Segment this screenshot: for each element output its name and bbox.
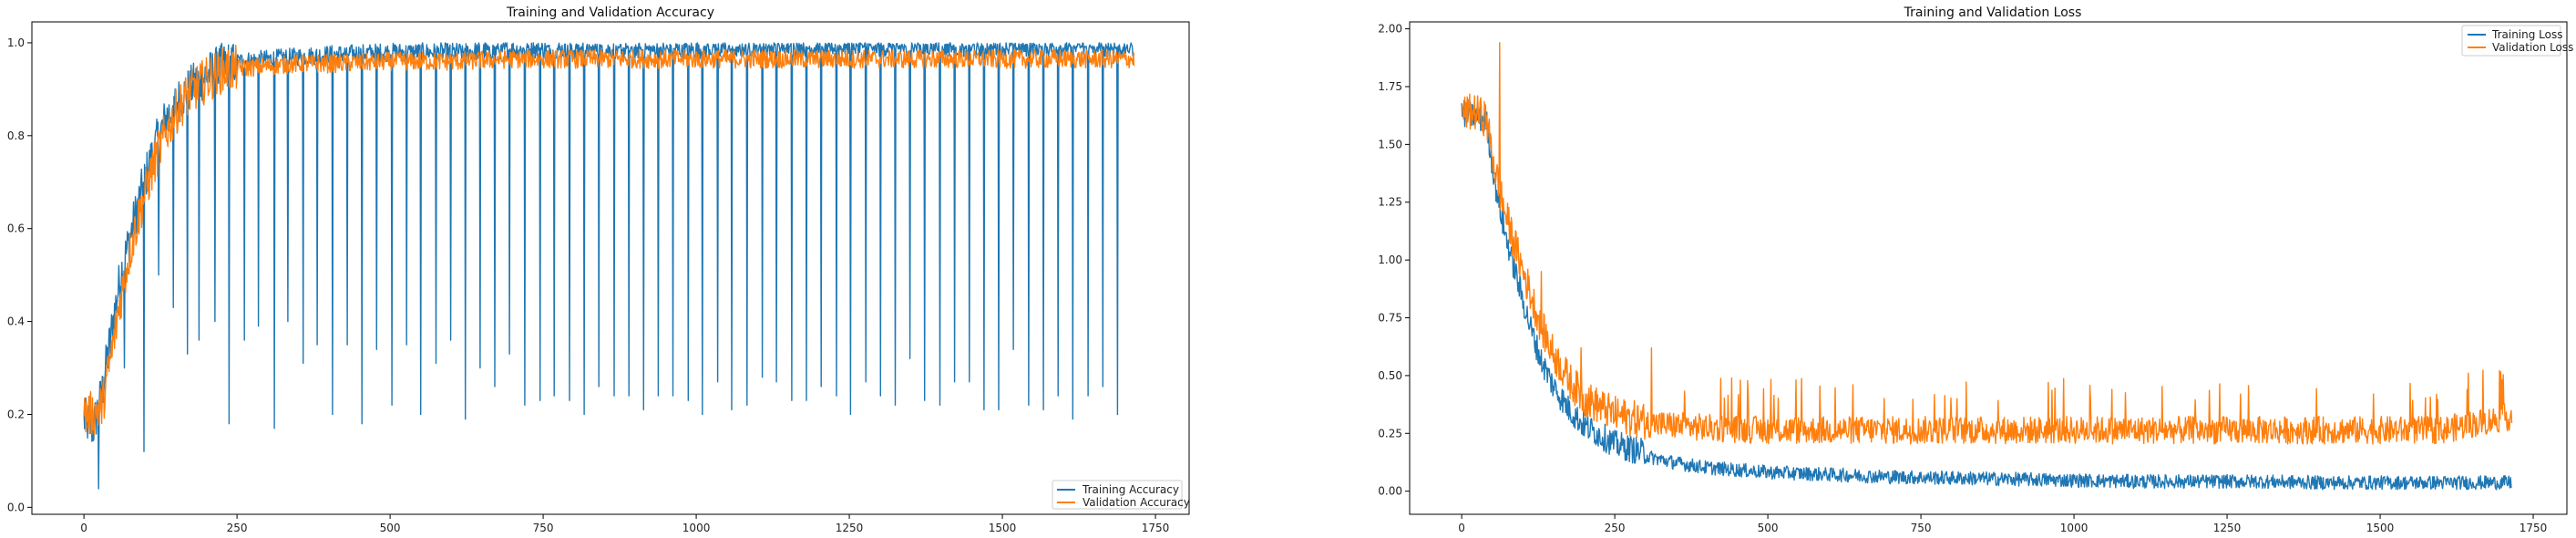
loss-xtick-label: 500	[1758, 522, 1779, 534]
loss-xtick-label: 750	[1911, 522, 1932, 534]
loss-series-training	[1461, 99, 2512, 491]
loss-xtick-label: 1750	[2520, 522, 2548, 534]
loss-xtick-label: 1000	[2060, 522, 2089, 534]
loss-xtick-label: 250	[1605, 522, 1626, 534]
accuracy-ytick-label: 0.4	[7, 316, 25, 328]
accuracy-xtick-label: 1000	[682, 522, 711, 534]
accuracy-legend-label-validation: Validation Accuracy	[1083, 496, 1190, 509]
loss-ytick-label: 1.25	[1378, 196, 1402, 209]
loss-ytick-label: 0.25	[1378, 427, 1402, 440]
accuracy-ytick-label: 0.2	[7, 408, 25, 420]
accuracy-ytick-label: 0.6	[7, 222, 25, 235]
loss-xtick-label: 1500	[2366, 522, 2395, 534]
accuracy-xtick-label: 500	[380, 522, 401, 534]
loss-series-validation	[1461, 42, 2513, 445]
accuracy-series-validation	[83, 45, 1135, 436]
accuracy-ytick-label: 0.8	[7, 129, 25, 142]
loss-plot-frame	[1409, 21, 2568, 515]
accuracy-chart: Training and Validation Accuracy 0 250 500…	[7, 5, 1190, 534]
loss-legend-box	[2461, 25, 2561, 57]
accuracy-xtick-label: 1500	[989, 522, 1017, 534]
loss-ytick-label: 1.00	[1378, 253, 1402, 266]
accuracy-xtick-label: 1750	[1142, 522, 1170, 534]
loss-ytick-label: 0.00	[1378, 485, 1402, 498]
loss-legend-label-training: Training Loss	[2491, 28, 2562, 41]
loss-xtick-label: 1250	[2213, 522, 2242, 534]
accuracy-legend: Training Accuracy Validation Accuracy	[1052, 480, 1190, 510]
accuracy-xtick-label: 0	[80, 522, 87, 534]
loss-chart: Training and Validation Loss 0 250 500 750 1…	[1378, 5, 2573, 534]
loss-ytick-label: 1.75	[1378, 80, 1402, 93]
loss-legend-label-validation: Validation Loss	[2492, 41, 2573, 54]
loss-ytick-label: 2.00	[1378, 23, 1402, 36]
accuracy-xtick-label: 250	[227, 522, 248, 534]
accuracy-legend-label-training: Training Accuracy	[1082, 483, 1179, 496]
loss-ytick-label: 0.50	[1378, 369, 1402, 382]
accuracy-xtick-label: 1250	[836, 522, 864, 534]
loss-chart-title: Training and Validation Loss	[1904, 5, 2082, 20]
accuracy-chart-title: Training and Validation Accuracy	[506, 5, 714, 20]
accuracy-plot-frame	[31, 21, 1190, 515]
loss-legend: Training Loss Validation Loss	[2461, 25, 2573, 57]
accuracy-ytick-label: 1.0	[7, 36, 25, 49]
accuracy-xtick-label: 750	[533, 522, 554, 534]
loss-ytick-label: 1.50	[1378, 138, 1402, 150]
loss-ytick-label: 0.75	[1378, 312, 1402, 325]
accuracy-ytick-label: 0.0	[7, 501, 25, 513]
accuracy-legend-box	[1052, 480, 1183, 510]
loss-xtick-label: 0	[1458, 522, 1465, 534]
